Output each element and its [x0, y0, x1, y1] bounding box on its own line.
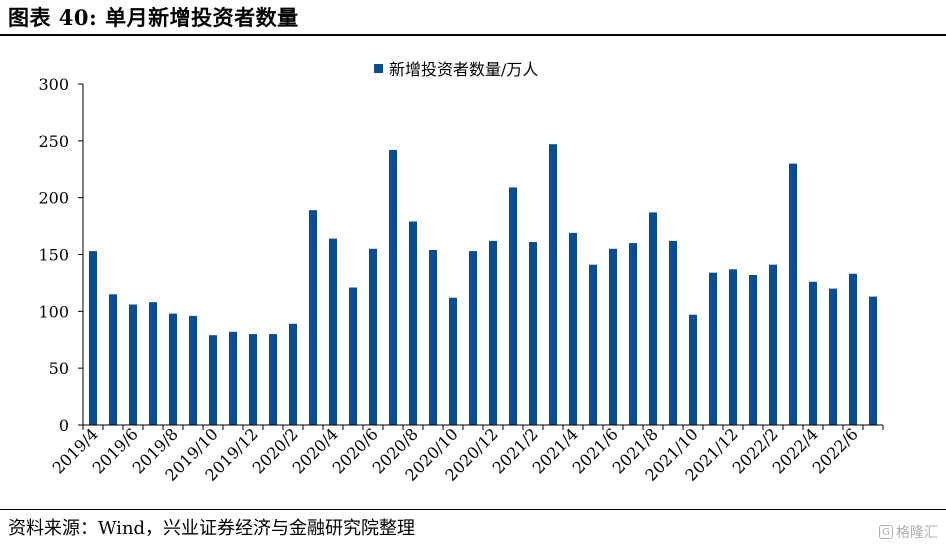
bar-2020-10 — [449, 297, 457, 425]
bar-2020-6 — [369, 248, 377, 425]
bar-chart: 新增投资者数量/万人 0 50 100 150 200 250 300 2019/42019… — [38, 60, 884, 485]
title-rule — [0, 34, 946, 36]
x-tick-label: 2022/6 — [809, 424, 862, 477]
bar-2020-3 — [309, 210, 317, 425]
chart-legend: 新增投资者数量/万人 — [374, 60, 538, 79]
bar-2021-5 — [589, 264, 597, 425]
bar-2020-2 — [289, 323, 297, 425]
bar-2019-9 — [189, 315, 197, 425]
y-tick-label: 300 — [38, 75, 69, 94]
bar-2022-6 — [849, 273, 857, 425]
watermark-text: 格隆汇 — [896, 525, 938, 541]
axes-group — [82, 84, 883, 426]
bar-2022-7 — [869, 296, 877, 425]
y-axis-ticks: 0 50 100 150 200 250 300 — [38, 75, 83, 435]
bar-2021-6 — [609, 248, 617, 425]
bar-2021-2 — [529, 242, 537, 425]
bar-2020-8 — [409, 221, 417, 425]
y-tick-label: 250 — [38, 132, 69, 151]
bar-2019-8 — [169, 313, 177, 425]
watermark: G 格隆汇 — [879, 522, 938, 542]
y-tick-label: 50 — [49, 359, 69, 378]
bar-2021-7 — [629, 243, 637, 425]
x-axis-ticks: 2019/42019/62019/82019/102019/122020/220… — [49, 424, 884, 485]
bar-2022-3 — [789, 163, 797, 425]
bar-2021-4 — [569, 232, 577, 425]
bar-2020-9 — [429, 250, 437, 425]
bar-2022-1 — [749, 275, 757, 425]
legend-swatch — [374, 64, 383, 73]
bar-2020-7 — [389, 149, 397, 425]
bar-2021-3 — [549, 144, 557, 425]
bar-2020-1 — [269, 334, 277, 425]
footer-rule — [0, 509, 946, 510]
bar-2022-2 — [769, 264, 777, 425]
bar-2019-11 — [229, 331, 237, 425]
bar-2020-12 — [489, 240, 497, 425]
bar-2022-5 — [829, 288, 837, 425]
bar-2019-7 — [149, 302, 157, 425]
y-tick-label: 200 — [38, 189, 69, 208]
bar-2019-12 — [249, 334, 257, 425]
bars-group — [89, 144, 877, 425]
bar-2021-9 — [669, 240, 677, 425]
bar-2021-11 — [709, 272, 717, 425]
bar-2021-1 — [509, 187, 517, 425]
bar-2019-5 — [109, 294, 117, 425]
bar-2020-5 — [349, 287, 357, 425]
y-tick-label: 150 — [38, 246, 69, 265]
figure-title: 图表 40: 单月新增投资者数量 — [8, 5, 299, 30]
bar-2022-4 — [809, 281, 817, 425]
bar-2021-8 — [649, 212, 657, 425]
bar-2019-6 — [129, 304, 137, 425]
bar-2020-11 — [469, 251, 477, 425]
y-tick-label: 0 — [59, 416, 69, 435]
bar-2021-12 — [729, 269, 737, 425]
bar-2021-10 — [689, 314, 697, 425]
bar-2019-10 — [209, 335, 217, 425]
source-note: 资料来源：Wind，兴业证券经济与金融研究院整理 — [8, 518, 416, 539]
bar-2020-4 — [329, 238, 337, 425]
legend-label: 新增投资者数量/万人 — [389, 60, 538, 79]
y-tick-label: 100 — [38, 302, 69, 321]
watermark-logo-icon: G — [879, 525, 893, 539]
bar-2019-4 — [89, 251, 97, 425]
